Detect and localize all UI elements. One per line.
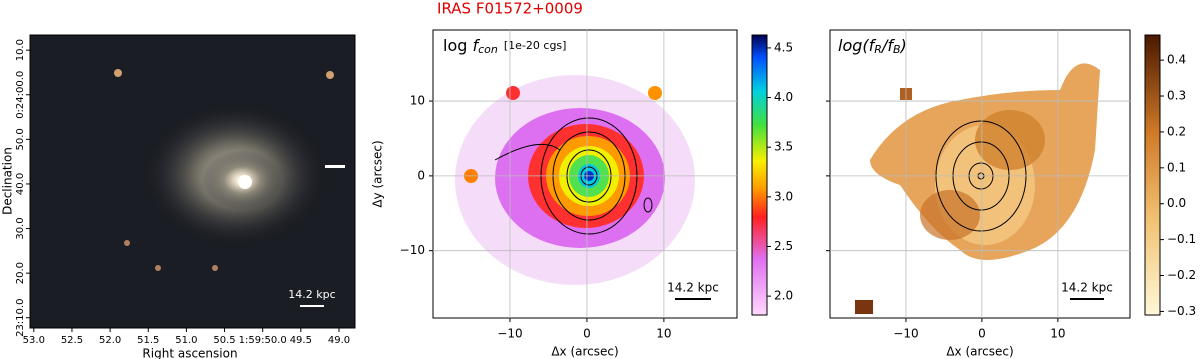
y-tick-label: 10.0 [15, 39, 26, 61]
colorbar-tick-label: 2.5 [774, 239, 793, 253]
annotation-part: log( [838, 36, 869, 55]
x-tick-label: 0 [978, 327, 986, 341]
y-axis-label: Declination [1, 147, 15, 215]
x-axis-label: Δx (arcsec) [946, 345, 1013, 359]
ratio-map [830, 30, 1130, 318]
colorbar-tick-label: −0.3 [1167, 304, 1196, 318]
colorbar-tick-label: 2.0 [774, 289, 793, 303]
x-tick-label: 10 [656, 327, 671, 341]
colorbar-tick-label: 0.3 [1167, 89, 1186, 103]
annotation-part: f [869, 36, 877, 55]
x-tick-label: −10 [497, 327, 522, 341]
x-tick-label: 50.5 [213, 335, 235, 346]
x-tick-label: 51.0 [175, 335, 197, 346]
rgb-image [30, 35, 355, 328]
x-tick-label: 53.0 [23, 335, 45, 346]
colorbar-tick-label: 0.2 [1167, 124, 1186, 138]
colorbar-tick-label: 3.5 [774, 140, 793, 154]
y-tick-label: 30.0 [15, 217, 26, 239]
y-tick-label: 40.0 [15, 173, 26, 195]
y-tick-label: 20.0 [15, 262, 26, 284]
annotation-part: con [478, 43, 498, 56]
continuum-map [433, 30, 737, 318]
y-tick-label: 10 [410, 94, 425, 108]
annotation-part: log [443, 36, 472, 55]
x-tick-label: 49.0 [328, 335, 350, 346]
annotation-part: f [472, 36, 480, 55]
axes-frame [432, 29, 738, 319]
annotation-part: f [887, 36, 895, 55]
x-tick-label: 52.5 [61, 335, 83, 346]
x-tick-label: −10 [893, 327, 918, 341]
annotation-part: B [893, 43, 901, 56]
x-tick-label: 51.5 [137, 335, 159, 346]
x-axis-label: Δx (arcsec) [551, 345, 618, 359]
annotation: log(fR/fB) [838, 36, 907, 57]
y-axis-label: Δy (arcsec) [371, 140, 385, 207]
colorbar-tick-label: 0.0 [1167, 196, 1186, 210]
annotation-part: ) [900, 36, 907, 55]
y-tick-label: 50.0 [15, 128, 26, 150]
y-tick-label: 23:10.0 [15, 299, 26, 337]
x-tick-label: 52.0 [99, 335, 121, 346]
colorbar-tick-label: −0.2 [1167, 268, 1196, 282]
scale-bar-label: 14.2 kpc [667, 281, 719, 295]
colorbar [751, 34, 768, 316]
x-axis-label: Right ascension [142, 347, 237, 359]
axes-frame [829, 29, 1131, 319]
annotation-part: / [880, 36, 889, 55]
colorbar-tick-label: 4.0 [774, 90, 793, 104]
y-tick-label: 0 [417, 168, 425, 182]
colorbar-tick-label: 4.5 [774, 40, 793, 54]
chart-title: IRAS F01572+0009 [437, 0, 583, 18]
annotation-part: [1e-20 cgs] [504, 39, 567, 52]
colorbar-tick-label: −0.1 [1167, 232, 1196, 246]
colorbar-tick-label: 3.0 [774, 189, 793, 203]
scale-bar-label: 14.2 kpc [1061, 281, 1113, 295]
scale-bar-label: 14.2 kpc [288, 288, 335, 301]
x-tick-label: 49.5 [290, 335, 312, 346]
colorbar-tick-label: 0.4 [1167, 53, 1186, 67]
y-tick-label: −10 [400, 243, 425, 257]
annotation: log fcon [1e-20 cgs] [443, 36, 566, 57]
annotation-part: R [874, 43, 882, 56]
x-tick-label: 10 [1050, 327, 1065, 341]
colorbar [1144, 34, 1161, 316]
colorbar-tick-label: 0.1 [1167, 160, 1186, 174]
axes-frame [29, 34, 356, 329]
x-tick-label: 0 [583, 327, 591, 341]
x-tick-label: 1:59:50.0 [239, 335, 287, 346]
y-tick-label: 0:24:00.0 [15, 71, 26, 119]
